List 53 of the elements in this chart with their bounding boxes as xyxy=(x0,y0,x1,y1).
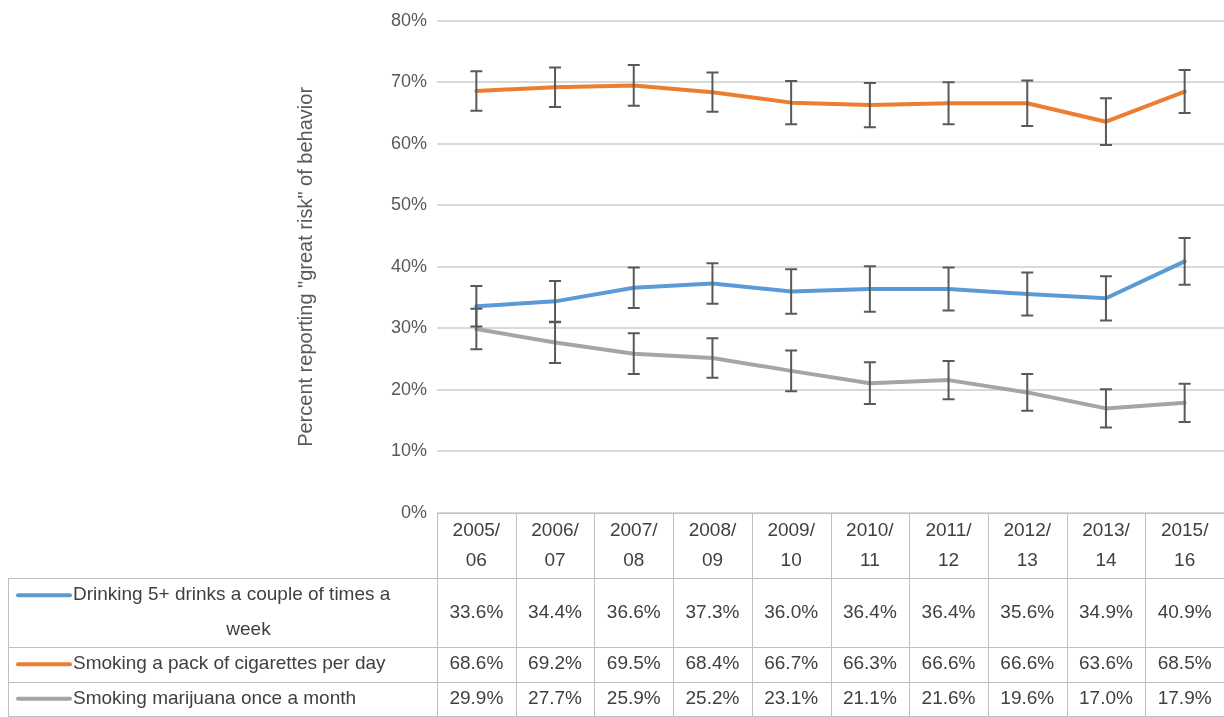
x-tick-label: 2013/14 xyxy=(1082,518,1131,570)
legend-label: Drinking 5+ drinks a couple of times a week xyxy=(73,583,391,639)
data-label: 25.9% xyxy=(606,686,661,708)
data-label: 29.9% xyxy=(449,686,504,708)
data-label: 33.6% xyxy=(449,600,504,622)
y-tick-label: 70% xyxy=(390,71,427,92)
x-tick-label: 2006/07 xyxy=(531,518,580,570)
x-tick-label: 2007/08 xyxy=(609,518,659,570)
data-label: 37.3% xyxy=(685,600,740,622)
y-tick-label: 20% xyxy=(390,378,427,399)
data-label: 36.6% xyxy=(606,600,661,622)
y-axis-title: Percent reporting "great risk" of behavior xyxy=(293,86,316,447)
data-label: 36.0% xyxy=(764,600,819,622)
y-tick-label: 80% xyxy=(390,9,427,30)
data-label: 25.2% xyxy=(685,686,740,708)
data-label: 35.6% xyxy=(1000,600,1055,622)
data-label: 17.0% xyxy=(1079,686,1133,708)
data-label: 21.1% xyxy=(842,686,897,708)
data-label: 68.4% xyxy=(685,652,740,674)
data-label: 63.6% xyxy=(1079,652,1133,674)
y-tick-label: 30% xyxy=(390,317,427,338)
data-label: 17.9% xyxy=(1157,686,1212,708)
data-label: 68.6% xyxy=(449,652,504,674)
data-label: 23.1% xyxy=(764,686,819,708)
data-label: 36.4% xyxy=(921,600,976,622)
data-label: 21.6% xyxy=(921,686,976,708)
y-tick-label: 60% xyxy=(390,132,427,153)
y-tick-label: 10% xyxy=(390,440,427,461)
legend-label: Smoking a pack of cigarettes per day xyxy=(73,652,387,674)
data-label: 34.9% xyxy=(1079,600,1133,622)
x-tick-label: 2008/09 xyxy=(688,518,737,570)
data-label: 66.6% xyxy=(1000,652,1055,674)
data-label: 69.5% xyxy=(606,652,661,674)
data-label: 69.2% xyxy=(528,652,583,674)
data-label: 27.7% xyxy=(528,686,583,708)
data-label: 68.5% xyxy=(1157,652,1212,674)
data-label: 19.6% xyxy=(1000,686,1055,708)
x-tick-label: 2015/16 xyxy=(1160,518,1210,570)
data-label: 66.7% xyxy=(764,652,819,674)
legend-label: Smoking marijuana once a month xyxy=(73,686,357,708)
y-tick-label: 40% xyxy=(390,255,427,276)
x-tick-label: 2010/11 xyxy=(846,518,895,570)
x-tick-label: 2012/13 xyxy=(1003,518,1052,570)
y-tick-label: 0% xyxy=(400,501,427,522)
x-tick-label: 2005/06 xyxy=(452,518,501,570)
data-label: 40.9% xyxy=(1157,600,1212,622)
x-tick-label: 2011/12 xyxy=(925,518,973,570)
y-tick-label: 50% xyxy=(390,194,427,215)
x-tick-label: 2009/10 xyxy=(767,518,816,570)
data-label: 66.3% xyxy=(842,652,897,674)
data-label: 34.4% xyxy=(528,600,583,622)
data-label: 36.4% xyxy=(842,600,897,622)
data-label: 66.6% xyxy=(921,652,976,674)
